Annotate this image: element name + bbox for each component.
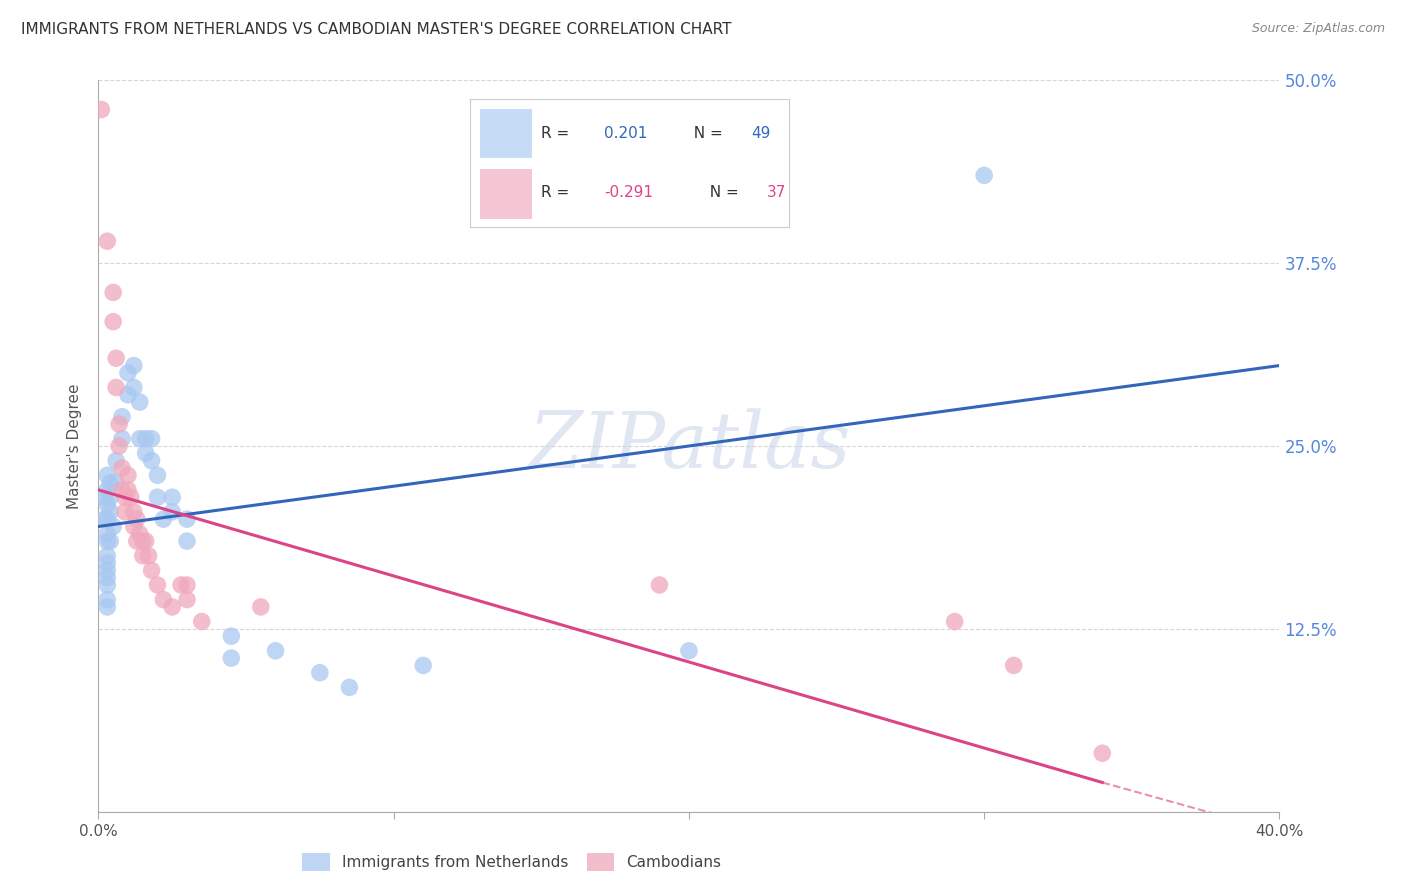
Point: [93, 490, 115, 504]
Point: [162, 505, 183, 519]
Point: [120, 490, 142, 504]
Text: Source: ZipAtlas.com: Source: ZipAtlas.com: [1251, 22, 1385, 36]
Point: [219, 651, 242, 665]
Point: [219, 629, 242, 643]
Point: [96, 578, 118, 592]
Point: [191, 615, 214, 629]
Point: [90, 103, 112, 117]
Point: [93, 512, 115, 526]
Point: [146, 468, 169, 483]
Point: [309, 665, 332, 680]
Point: [264, 644, 287, 658]
Point: [412, 658, 434, 673]
Point: [111, 483, 134, 497]
Point: [96, 483, 118, 497]
Legend: Immigrants from Netherlands, Cambodians: Immigrants from Netherlands, Cambodians: [297, 847, 727, 877]
Point: [141, 453, 163, 467]
Text: ZIPatlas: ZIPatlas: [527, 408, 851, 484]
Point: [176, 512, 198, 526]
Point: [105, 453, 128, 467]
Point: [1091, 746, 1114, 760]
Point: [96, 498, 118, 512]
Point: [141, 563, 163, 577]
Point: [648, 578, 671, 592]
Point: [678, 644, 700, 658]
Point: [96, 526, 118, 541]
Point: [141, 432, 163, 446]
Point: [176, 578, 198, 592]
Point: [96, 468, 118, 483]
Point: [111, 432, 134, 446]
Point: [96, 592, 118, 607]
Point: [138, 549, 160, 563]
Point: [122, 359, 145, 373]
Point: [117, 468, 139, 483]
Point: [146, 490, 169, 504]
Point: [973, 169, 995, 183]
Point: [122, 505, 145, 519]
Point: [96, 534, 118, 549]
Point: [103, 519, 125, 533]
Point: [111, 461, 134, 475]
Point: [128, 432, 150, 446]
Point: [98, 505, 121, 519]
Point: [152, 592, 174, 607]
Text: IMMIGRANTS FROM NETHERLANDS VS CAMBODIAN MASTER'S DEGREE CORRELATION CHART: IMMIGRANTS FROM NETHERLANDS VS CAMBODIAN…: [21, 22, 731, 37]
Point: [98, 534, 121, 549]
Point: [162, 490, 183, 504]
Point: [943, 615, 966, 629]
Point: [250, 599, 273, 614]
Point: [176, 592, 198, 607]
Point: [108, 417, 131, 431]
Point: [98, 490, 121, 504]
Point: [128, 526, 150, 541]
Point: [122, 380, 145, 394]
Point: [135, 446, 157, 460]
Point: [105, 380, 128, 394]
Point: [114, 505, 136, 519]
Point: [132, 549, 155, 563]
Point: [96, 563, 118, 577]
Point: [96, 512, 118, 526]
Point: [132, 534, 155, 549]
Point: [103, 285, 125, 300]
Point: [170, 578, 193, 592]
Point: [108, 439, 131, 453]
Point: [96, 549, 118, 563]
Point: [162, 599, 183, 614]
Point: [111, 409, 134, 424]
Point: [96, 556, 118, 570]
Point: [114, 490, 136, 504]
Y-axis label: Master's Degree: Master's Degree: [67, 384, 83, 508]
Point: [135, 534, 157, 549]
Point: [117, 366, 139, 380]
Point: [125, 512, 148, 526]
Point: [98, 475, 121, 490]
Point: [117, 483, 139, 497]
Point: [105, 351, 128, 366]
Point: [152, 512, 174, 526]
Point: [125, 534, 148, 549]
Point: [96, 234, 118, 248]
Point: [96, 571, 118, 585]
Point: [103, 315, 125, 329]
Point: [117, 388, 139, 402]
Point: [128, 395, 150, 409]
Point: [1002, 658, 1025, 673]
Point: [96, 599, 118, 614]
Point: [176, 534, 198, 549]
Point: [105, 475, 128, 490]
Point: [146, 578, 169, 592]
Point: [135, 432, 157, 446]
Point: [122, 519, 145, 533]
Point: [339, 681, 360, 695]
